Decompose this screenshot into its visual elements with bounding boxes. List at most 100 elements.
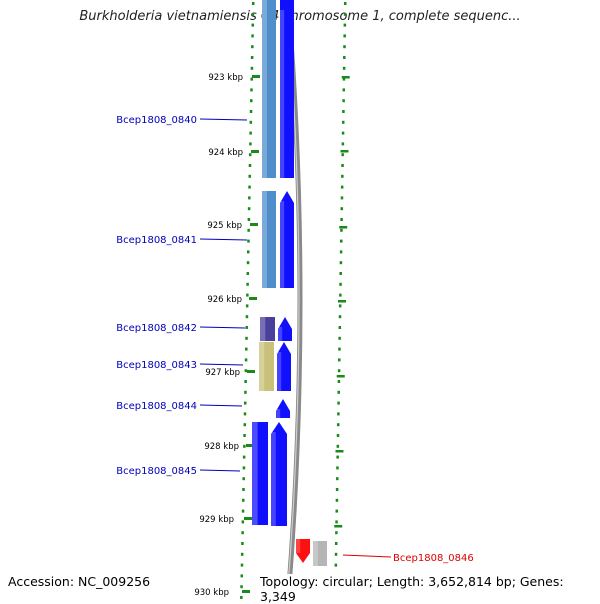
arrow-shine (280, 201, 285, 288)
kbp-tick-label: 926 kbp (207, 295, 242, 305)
tick-dot (336, 477, 339, 481)
tick-dot (334, 542, 338, 545)
tick-dot (341, 164, 344, 167)
tick-dot (243, 401, 247, 405)
tick-dot (336, 466, 339, 470)
tick-dot (339, 272, 342, 275)
tick-dot (250, 77, 253, 81)
tick-dot (339, 261, 343, 265)
gene-bcep1808-0840[interactable]: Bcep1808_0840 (116, 0, 294, 178)
tick-dot (242, 466, 246, 470)
tick-dot (248, 185, 251, 189)
feature-shine (259, 342, 265, 391)
feature-shine (262, 191, 267, 288)
gene-arrow (296, 539, 310, 563)
tick-dot (338, 304, 342, 308)
gene-arrow (278, 317, 292, 341)
tick-dot (340, 185, 344, 189)
tick-dot (240, 552, 244, 556)
tick-dot (341, 174, 344, 178)
gene-feature-box (260, 317, 275, 341)
tick-dot (242, 498, 245, 502)
tick-dot (249, 110, 253, 113)
tick-dot (339, 282, 342, 286)
tick-dot (241, 531, 244, 535)
gene-label-leader (199, 326, 246, 329)
tick-dot (337, 380, 341, 383)
tick-dot (338, 315, 342, 319)
kbp-tick-mark (251, 150, 259, 153)
tick-dot (249, 131, 252, 135)
arrow-shine (296, 539, 301, 553)
outer-tick-mark (339, 226, 348, 229)
tick-dot (334, 552, 338, 556)
tick-dot (240, 596, 243, 599)
tick-dot (342, 99, 345, 103)
tick-dot (242, 455, 246, 459)
gene-arrow (280, 191, 294, 288)
outer-tick-mark (335, 450, 344, 453)
kbp-tick-label: 928 kbp (204, 442, 239, 452)
kbp-tick-label: 930 kbp (194, 588, 229, 598)
tick-dot (343, 56, 346, 59)
tick-dot (335, 531, 338, 535)
tick-dot (251, 34, 254, 38)
tick-dot (342, 110, 345, 113)
tick-dot (243, 434, 246, 437)
gene-bcep1808-0841[interactable]: Bcep1808_0841 (116, 191, 294, 288)
feature-shine (262, 0, 267, 178)
tick-dot (245, 336, 248, 340)
tick-dot (335, 488, 339, 491)
tick-dot (251, 23, 255, 27)
gene-label-leader (199, 118, 248, 121)
kbp-tick-label: 924 kbp (208, 148, 243, 158)
gene-label: Bcep1808_0840 (116, 115, 197, 126)
tick-dot (338, 336, 341, 340)
tick-dot (249, 142, 252, 146)
tick-dot (343, 45, 346, 49)
gene-bcep1808-0846[interactable]: Bcep1808_0846 (296, 539, 474, 566)
tick-dot (248, 164, 252, 167)
arrow-shine (271, 432, 276, 526)
kbp-tick-mark (250, 223, 258, 226)
kbp-tick-mark (249, 297, 257, 300)
tick-dot (250, 99, 253, 103)
gene-feature-box (259, 342, 274, 391)
tick-dot (339, 250, 343, 254)
tick-dot (343, 12, 347, 16)
tick-dot (336, 423, 340, 427)
map-title: Burkholderia vietnamiensis G4 chromosome… (79, 9, 521, 24)
tick-dot (343, 23, 347, 27)
tick-dot (336, 434, 340, 437)
gene-label-leader (342, 554, 392, 558)
outer-tick-mark (334, 525, 343, 528)
tick-dot (337, 412, 340, 416)
tick-dot (247, 207, 251, 211)
gene-label: Bcep1808_0842 (116, 323, 197, 334)
tick-dot (248, 174, 252, 178)
gene-arrow (280, 0, 294, 178)
kbp-tick-mark (247, 370, 255, 373)
tick-dot (336, 455, 339, 459)
gene-label-leader (199, 363, 244, 366)
tick-dot (246, 272, 250, 275)
feature-shine (313, 541, 318, 566)
tick-dot (340, 218, 343, 221)
gene-bcep1808-0844[interactable]: Bcep1808_0844 (116, 399, 290, 418)
gene-bcep1808-0842[interactable]: Bcep1808_0842 (116, 317, 292, 341)
arrow-shine (280, 10, 285, 178)
gene-bcep1808-0845[interactable]: Bcep1808_0845 (116, 422, 287, 526)
kbp-tick-label: 925 kbp (207, 221, 242, 231)
tick-dot (241, 542, 244, 545)
gene-bcep1808-0843[interactable]: Bcep1808_0843 (116, 342, 291, 391)
tick-dot (246, 250, 250, 254)
kbp-tick-mark (252, 75, 260, 78)
tick-dot (338, 326, 342, 329)
tick-dot (247, 218, 251, 221)
gene-feature-box (262, 0, 276, 178)
topology-label: Topology: circular; Length: 3,652,814 bp… (260, 574, 600, 604)
tick-dot (249, 120, 253, 124)
tick-dot (245, 315, 249, 319)
tick-dot (337, 369, 341, 373)
